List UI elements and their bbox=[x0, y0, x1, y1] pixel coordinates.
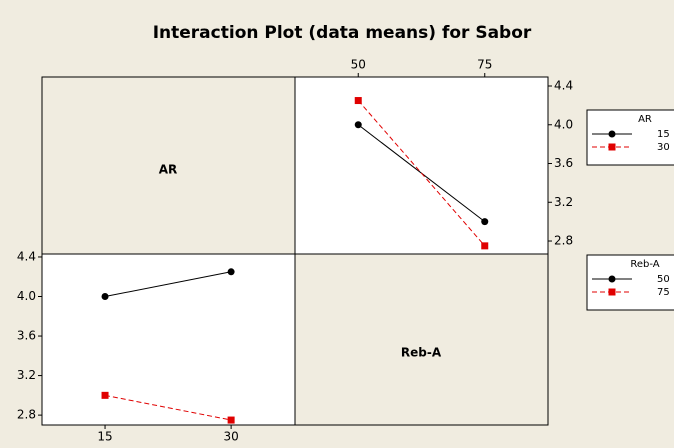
marker bbox=[481, 242, 489, 250]
y-tick-label: 2.8 bbox=[17, 408, 36, 422]
marker bbox=[101, 293, 109, 301]
legend-title: Reb-A bbox=[630, 259, 659, 270]
legend-title: AR bbox=[638, 114, 652, 125]
series-line bbox=[357, 100, 486, 247]
panel-label: AR bbox=[159, 163, 178, 177]
marker bbox=[101, 391, 109, 399]
marker bbox=[354, 97, 362, 105]
y-tick-label: 3.2 bbox=[554, 195, 573, 209]
legend-marker bbox=[608, 143, 616, 151]
label-panel bbox=[294, 253, 549, 426]
y-tick-label: 4.4 bbox=[17, 249, 36, 263]
legend bbox=[586, 109, 674, 166]
marker bbox=[227, 268, 235, 276]
legend-label: 75 bbox=[657, 287, 670, 298]
x-tick-label: 30 bbox=[223, 430, 238, 444]
plot-panel bbox=[41, 253, 296, 426]
plot-panel bbox=[294, 76, 549, 255]
legend-marker bbox=[608, 288, 616, 296]
x-tick-label: 15 bbox=[97, 430, 112, 444]
marker bbox=[354, 121, 362, 129]
y-tick-label: 3.6 bbox=[554, 156, 573, 170]
marker bbox=[227, 416, 235, 424]
legend-marker bbox=[608, 275, 616, 283]
series-line bbox=[104, 394, 232, 421]
y-tick-label: 2.8 bbox=[554, 234, 573, 248]
y-tick-label: 3.6 bbox=[17, 329, 36, 343]
y-tick-label: 3.2 bbox=[17, 368, 36, 382]
y-tick-label: 4.4 bbox=[554, 79, 573, 93]
y-tick-label: 4.0 bbox=[17, 289, 36, 303]
legend-label: 50 bbox=[657, 274, 670, 285]
series-line bbox=[104, 271, 232, 297]
x-tick-label: 50 bbox=[351, 58, 366, 72]
chart-title: Interaction Plot (data means) for Sabor bbox=[153, 23, 532, 43]
marker bbox=[481, 218, 489, 226]
y-tick-label: 4.0 bbox=[554, 117, 573, 131]
legend-marker bbox=[608, 130, 616, 138]
legend bbox=[586, 254, 674, 311]
legend-label: 15 bbox=[657, 129, 670, 140]
panel-label: Reb-A bbox=[401, 346, 442, 360]
x-tick-label: 75 bbox=[477, 58, 492, 72]
label-panel bbox=[41, 76, 296, 255]
legend-label: 30 bbox=[657, 142, 670, 153]
